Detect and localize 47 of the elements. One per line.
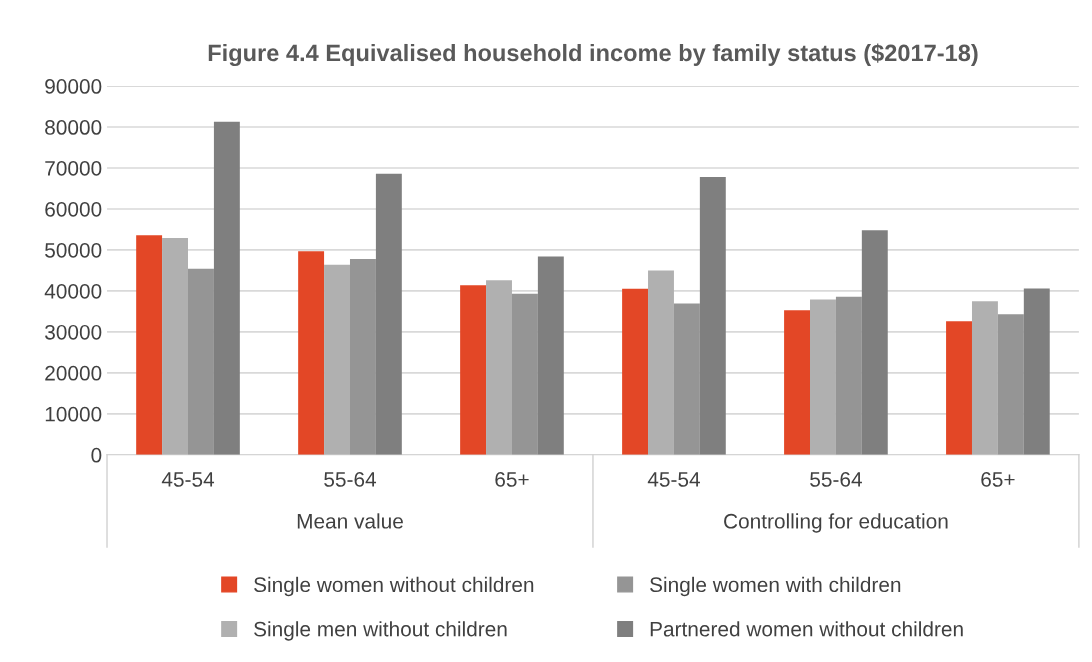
bar <box>486 280 512 455</box>
x-tick-label: 45-54 <box>647 472 700 487</box>
bar <box>1023 288 1050 455</box>
bar <box>324 264 350 455</box>
y-tick-label: 70000 <box>45 161 102 176</box>
y-tick-label: 50000 <box>45 242 102 258</box>
bar <box>861 230 888 455</box>
bar <box>835 296 862 455</box>
legend-label: Single women with children <box>650 576 901 597</box>
x-tick-label: 55-64 <box>810 472 862 487</box>
bar <box>460 285 487 455</box>
text: Mean value <box>297 513 403 529</box>
y-tick-label: 80000 <box>45 120 102 135</box>
x-tick-label: 55-64 <box>324 472 377 487</box>
legend-label: Single men without children <box>254 621 507 641</box>
x-tick-label: 65+ <box>495 472 529 487</box>
y-tick-label: 40000 <box>44 283 102 299</box>
bar <box>997 314 1024 455</box>
x-tick-label: 65+ <box>981 472 1015 487</box>
bar <box>699 177 726 455</box>
bar <box>511 293 538 455</box>
y-tick-label: 20000 <box>45 365 102 381</box>
chart-title: Figure 4.4 Equivalised household income by family status ($2017-18) <box>208 43 978 67</box>
y-tick-label: 0 <box>91 447 102 463</box>
legend-label: Single women without children <box>254 576 534 597</box>
bar <box>375 173 402 455</box>
x-tick-label: 45-54 <box>161 472 215 487</box>
bar <box>946 321 972 455</box>
y-tick-label: 90000 <box>45 79 102 94</box>
legend-label: Partnered women without children <box>650 621 963 637</box>
bar <box>349 258 376 455</box>
y-tick-label: 30000 <box>45 324 102 340</box>
bar <box>537 256 564 455</box>
bar <box>810 299 836 455</box>
bar <box>622 288 649 455</box>
bar <box>784 310 811 455</box>
bar <box>673 303 700 455</box>
y-tick-label: 60000 <box>45 201 102 217</box>
bar <box>971 301 998 455</box>
text: Controlling for education <box>724 513 948 533</box>
bar <box>648 270 674 455</box>
bar <box>188 268 214 455</box>
bar <box>298 251 325 455</box>
bar <box>136 235 163 455</box>
y-tick-label: 10000 <box>45 406 102 422</box>
bar <box>213 121 240 455</box>
bar <box>162 238 189 455</box>
